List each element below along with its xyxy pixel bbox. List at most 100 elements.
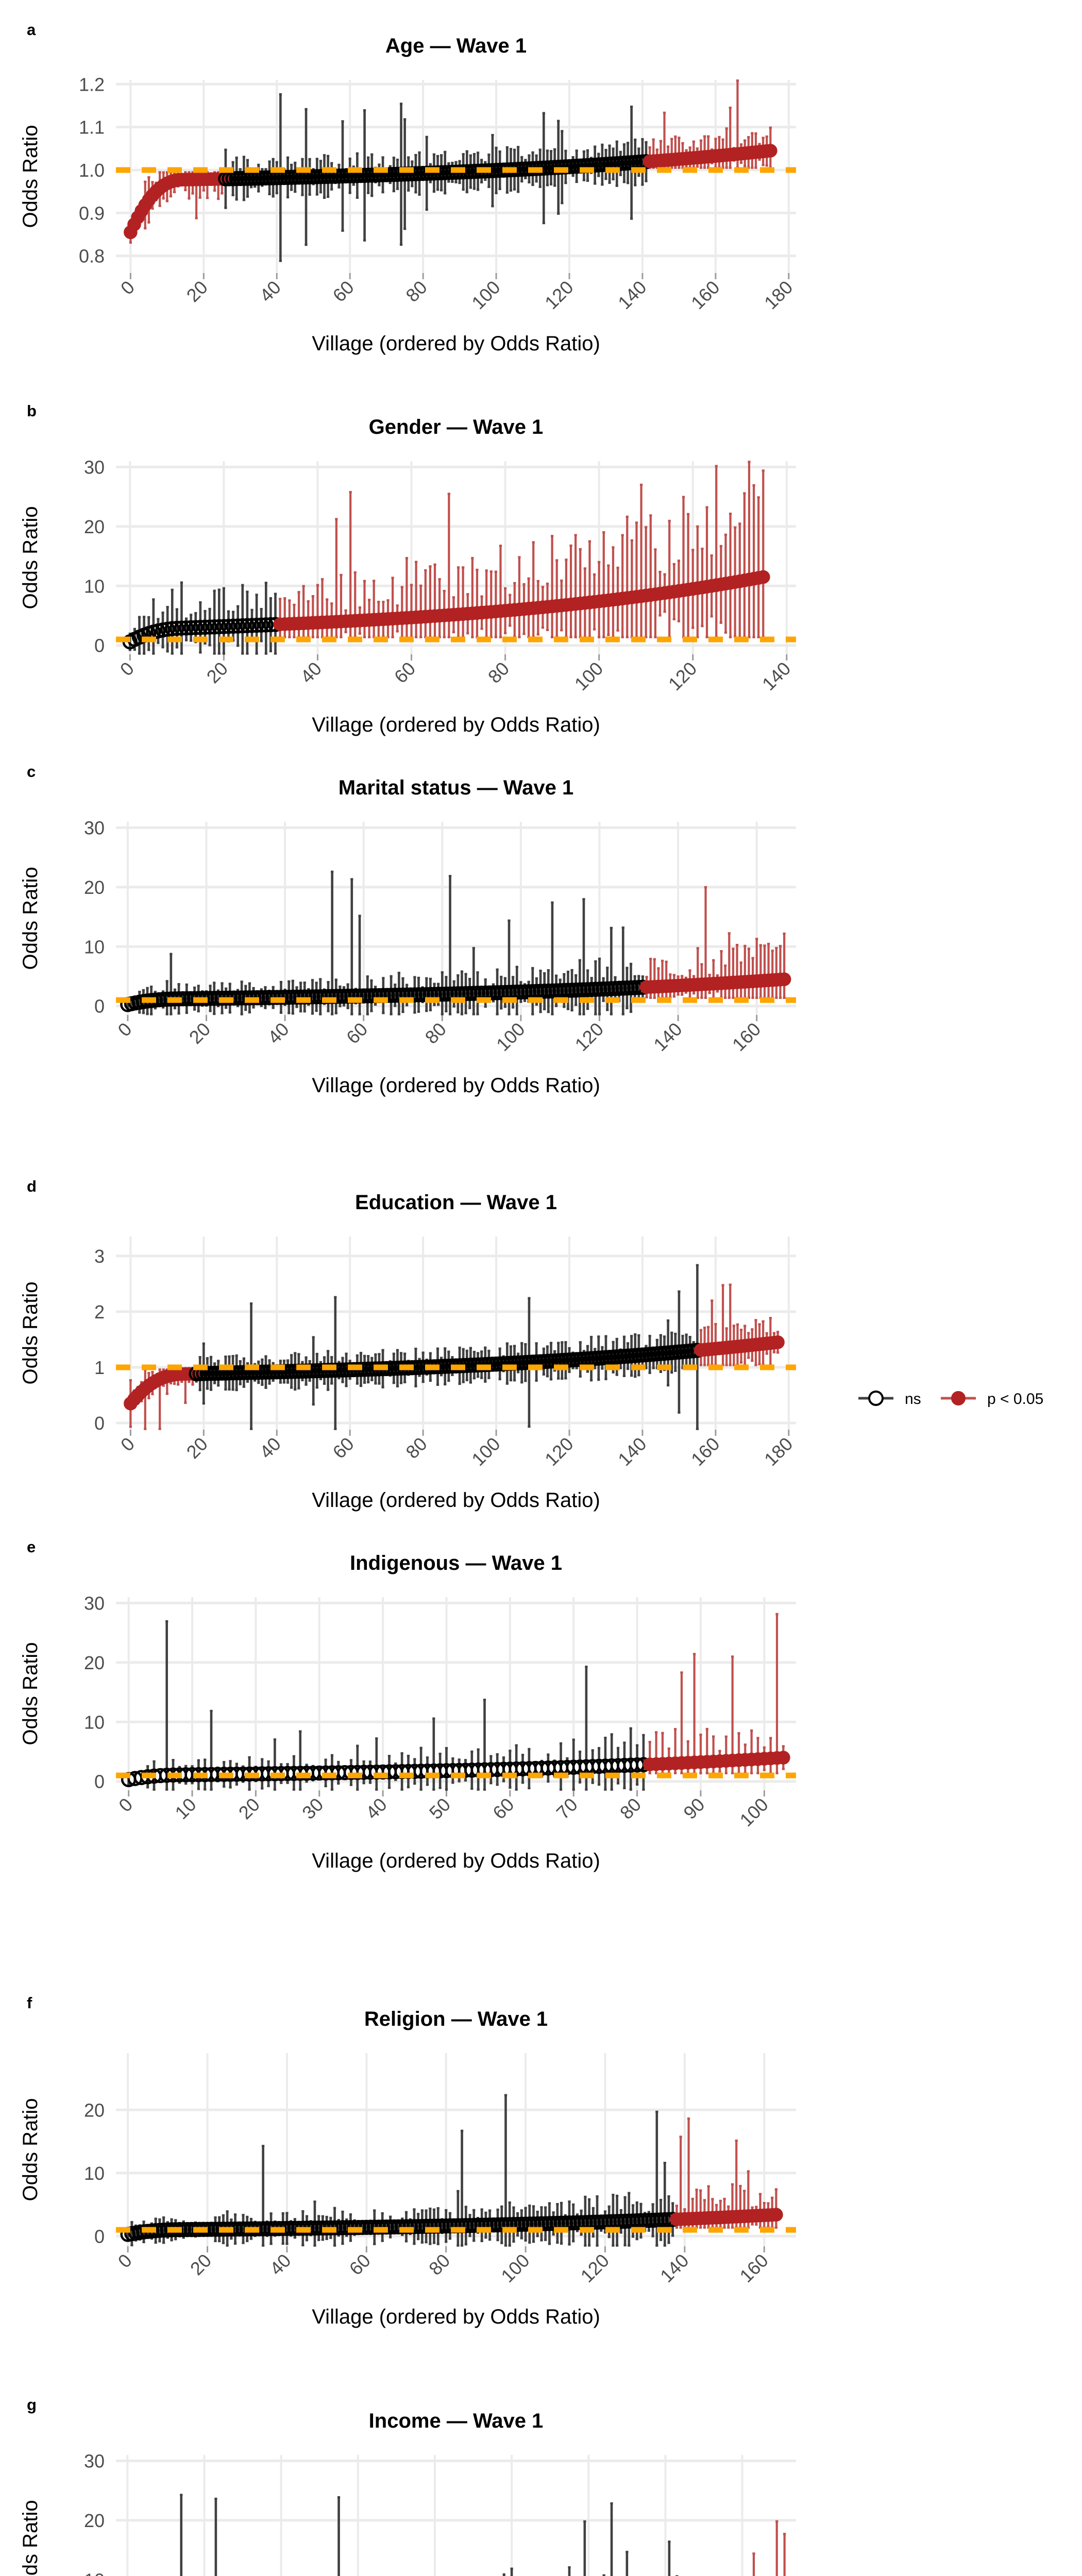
ytick-label-3: 1.1 <box>79 117 105 138</box>
legend-item-ns[interactable]: ns <box>858 1391 921 1408</box>
ytick-label-0: 0 <box>94 2226 105 2247</box>
data-point-ns[interactable] <box>174 620 190 636</box>
ytick-label-1: 10 <box>84 575 105 597</box>
data-point-ns[interactable] <box>253 617 269 633</box>
xtick-label-0: 0 <box>116 1433 139 1455</box>
legend-svg: ns p < 0.05 <box>858 1391 1043 1408</box>
ytick-label-2: 2 <box>94 1301 105 1323</box>
legend-item-significant[interactable]: p < 0.05 <box>941 1391 1043 1408</box>
xtick-label-7: 140 <box>614 277 650 313</box>
data-point-significant[interactable] <box>777 972 791 987</box>
ytick-label-0: 0 <box>94 996 105 1017</box>
xtick-label-1: 20 <box>186 2250 215 2279</box>
panel-tag-f: f <box>27 1994 32 2012</box>
data-point-ns[interactable] <box>197 619 213 635</box>
data-point-ns[interactable] <box>258 617 274 633</box>
series-points-c <box>120 972 791 1012</box>
ytick-label-2: 20 <box>84 516 105 537</box>
data-point-ns[interactable] <box>178 620 194 636</box>
ytick-label-1: 10 <box>84 936 105 957</box>
plot-background <box>116 1236 796 1430</box>
xtick-label-2: 20 <box>234 1794 264 1823</box>
xtick-label-0: 0 <box>114 1794 137 1816</box>
y-axis-label-b: Odds Ratio <box>19 506 42 609</box>
xtick-label-6: 120 <box>571 1019 607 1055</box>
xtick-label-2: 40 <box>263 1019 293 1048</box>
data-point-ns[interactable] <box>240 618 255 634</box>
data-point-ns[interactable] <box>221 619 236 634</box>
panel-tag-e: e <box>27 1538 36 1556</box>
xtick-label-8: 160 <box>687 1433 723 1470</box>
panel-tag-a: a <box>27 21 36 39</box>
xtick-label-2: 40 <box>256 1433 285 1463</box>
xtick-label-5: 100 <box>570 658 607 694</box>
chart-f: Religion — Wave 1 0 10 20 0 20 40 60 80 100 120 140… <box>19 2008 796 2328</box>
xtick-label-5: 100 <box>497 2250 533 2286</box>
panel-title-g: Income — Wave 1 <box>369 2410 544 2432</box>
xtick-label-5: 50 <box>425 1794 454 1823</box>
y-axis-label-e: Odds Ratio <box>19 1642 42 1745</box>
ytick-label-2: 1.0 <box>79 160 105 181</box>
data-point-ns[interactable] <box>193 620 208 635</box>
data-point-ns[interactable] <box>207 619 222 635</box>
xtick-label-2: 40 <box>256 277 285 306</box>
legend-label-significant: p < 0.05 <box>987 1391 1043 1408</box>
data-point-significant[interactable] <box>764 144 777 158</box>
x-axis-label-a: Village (ordered by Odds Ratio) <box>312 332 600 355</box>
legend: ns p < 0.05 <box>855 1381 1072 1417</box>
xtick-label-3: 60 <box>329 277 358 306</box>
xtick-label-7: 140 <box>649 1019 686 1055</box>
data-point-ns[interactable] <box>216 619 232 634</box>
series-points-f <box>120 2208 783 2242</box>
y-axis-label-c: Odds Ratio <box>19 867 42 970</box>
xtick-label-3: 30 <box>298 1794 327 1823</box>
xtick-label-8: 160 <box>728 1019 765 1055</box>
data-point-ns[interactable] <box>235 618 250 634</box>
series-error-bars-g <box>180 2494 786 2576</box>
series-points-b <box>122 570 770 650</box>
xtick-label-8: 160 <box>687 277 723 313</box>
data-point-significant[interactable] <box>776 1751 790 1765</box>
xtick-label-1: 20 <box>182 277 212 306</box>
data-point-ns[interactable] <box>183 620 199 636</box>
y-axis-label-g: Odds Ratio <box>19 2500 42 2576</box>
data-point-ns[interactable] <box>202 619 217 635</box>
ytick-label-0: 0 <box>94 1413 105 1434</box>
series-points-e <box>121 1751 790 1787</box>
data-point-ns[interactable] <box>211 619 227 635</box>
data-point-significant[interactable] <box>756 570 770 584</box>
panel-tag-g: g <box>27 2396 37 2414</box>
data-point-ns[interactable] <box>230 618 246 634</box>
x-axis-label-f: Village (ordered by Odds Ratio) <box>312 2306 600 2328</box>
data-point-ns[interactable] <box>225 618 241 634</box>
ytick-label-4: 1.2 <box>79 74 105 95</box>
xtick-label-4: 80 <box>425 2250 454 2279</box>
ytick-label-0: 0.8 <box>79 246 105 267</box>
data-point-ns[interactable] <box>164 621 180 636</box>
y-axis-label-d: Odds Ratio <box>19 1281 42 1384</box>
data-point-ns[interactable] <box>249 617 264 633</box>
xtick-label-5: 100 <box>467 277 504 313</box>
data-point-ns[interactable] <box>244 618 260 633</box>
panel-title-d: Education — Wave 1 <box>355 1191 557 1214</box>
xtick-label-8: 160 <box>735 2250 772 2286</box>
ytick-label-1: 10 <box>84 1711 105 1733</box>
data-point-ns[interactable] <box>188 620 204 635</box>
data-point-significant[interactable] <box>769 2208 783 2222</box>
xtick-label-1: 20 <box>185 1019 214 1048</box>
ytick-label-3: 3 <box>94 1246 105 1267</box>
ytick-label-1: 10 <box>84 2163 105 2184</box>
ytick-label-3: 30 <box>84 1593 105 1614</box>
chart-b: Gender — Wave 1 0 10 20 30 0 20 40 60 80 100 120 140… <box>19 416 796 736</box>
xtick-label-1: 20 <box>182 1433 212 1463</box>
data-point-ns[interactable] <box>169 620 185 636</box>
ytick-label-0: 0 <box>94 1771 105 1792</box>
ytick-label-2: 20 <box>84 2099 105 2121</box>
panel-tag-d: d <box>27 1177 37 1195</box>
data-point-significant[interactable] <box>771 1335 785 1349</box>
panel-title-b: Gender — Wave 1 <box>369 416 544 438</box>
series-points-d <box>124 1335 785 1411</box>
xtick-label-7: 140 <box>758 658 794 694</box>
legend-ns-marker <box>868 1391 884 1406</box>
